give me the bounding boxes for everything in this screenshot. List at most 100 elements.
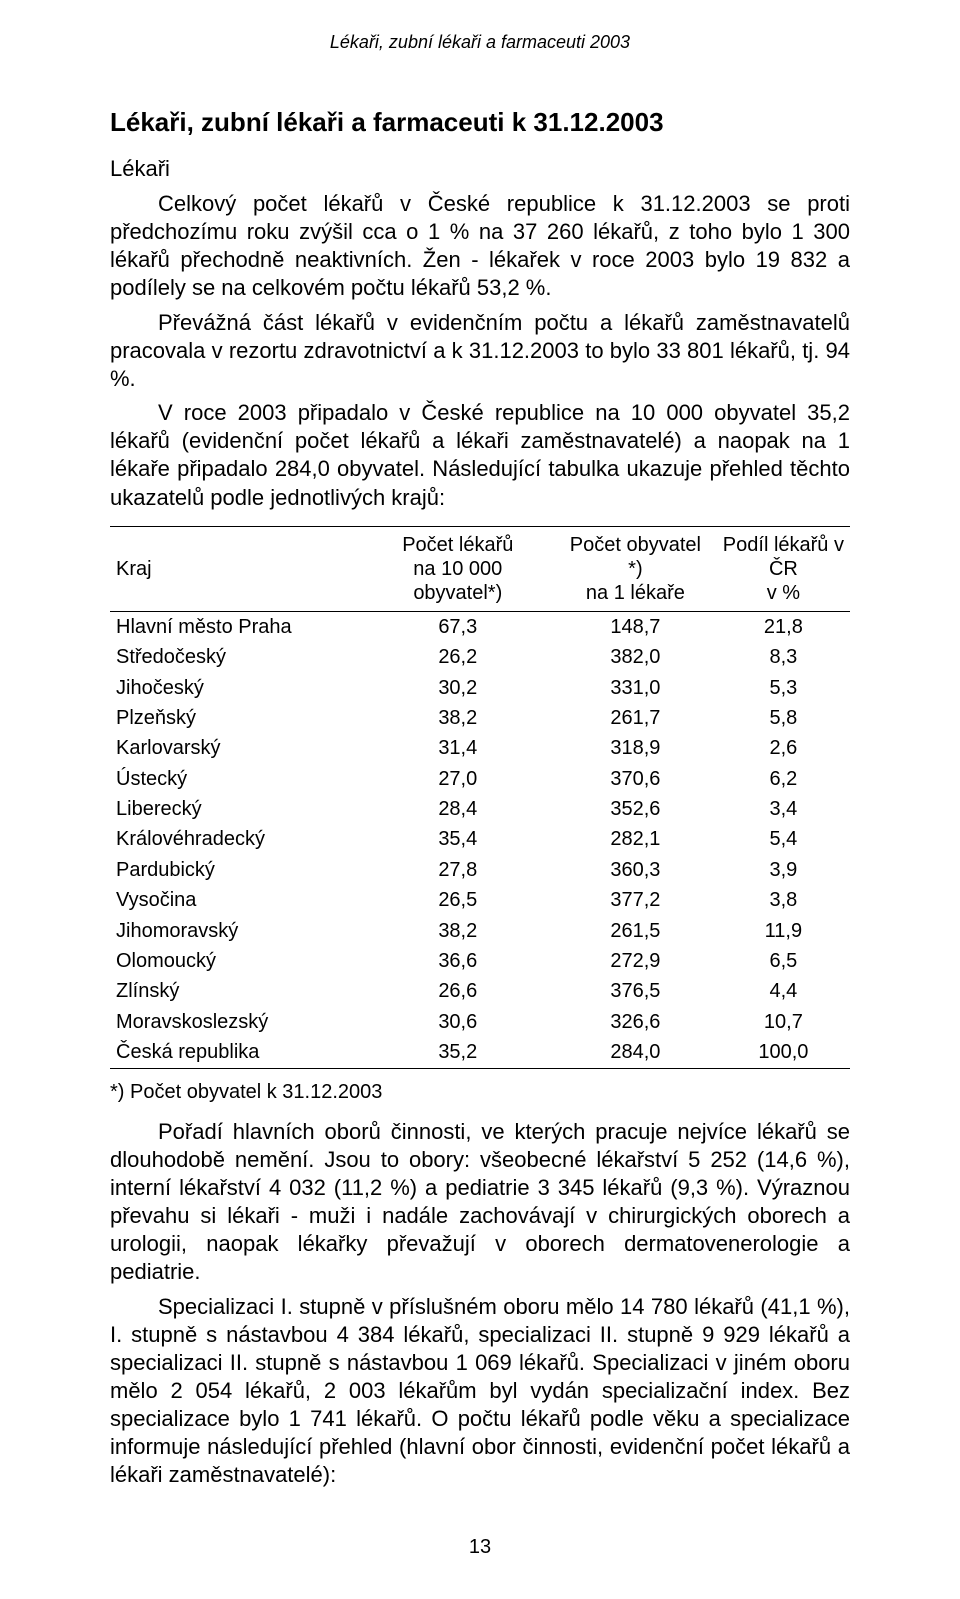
table-cell: 6,2 (717, 764, 850, 794)
table-cell: Středočeský (110, 642, 362, 672)
table-cell: 326,6 (554, 1007, 717, 1037)
paragraph-5: Specializaci I. stupně v příslušném obor… (110, 1293, 850, 1490)
table-cell: 370,6 (554, 764, 717, 794)
table-cell: Pardubický (110, 855, 362, 885)
column-header-line1: Kraj (116, 557, 356, 581)
column-header-line2: na 10 000 obyvatel*) (368, 557, 548, 605)
table-cell: 5,3 (717, 673, 850, 703)
column-header-line1: Počet lékařů (368, 533, 548, 557)
table-cell: 36,6 (362, 946, 554, 976)
table-cell: 4,4 (717, 976, 850, 1006)
table-row: Moravskoslezský30,6326,610,7 (110, 1007, 850, 1037)
table-cell: Moravskoslezský (110, 1007, 362, 1037)
table-row: Karlovarský31,4318,92,6 (110, 733, 850, 763)
table-cell: Jihomoravský (110, 916, 362, 946)
table-row: Olomoucký36,6272,96,5 (110, 946, 850, 976)
table-cell: 2,6 (717, 733, 850, 763)
table-header: KrajPočet lékařůna 10 000 obyvatel*)Poče… (110, 526, 850, 611)
table-cell: 27,8 (362, 855, 554, 885)
table-row: Jihomoravský38,2261,511,9 (110, 916, 850, 946)
table-cell: 331,0 (554, 673, 717, 703)
table-cell: 352,6 (554, 794, 717, 824)
table-cell: 26,5 (362, 885, 554, 915)
table-cell: 261,7 (554, 703, 717, 733)
table-cell: 3,9 (717, 855, 850, 885)
table-cell: 30,2 (362, 673, 554, 703)
table-row: Vysočina26,5377,23,8 (110, 885, 850, 915)
table-cell: 38,2 (362, 916, 554, 946)
column-header-line1: Počet obyvatel *) (560, 533, 711, 581)
paragraph-1: Celkový počet lékařů v České republice k… (110, 190, 850, 303)
column-header-line1: Podíl lékařů v ČR (723, 533, 844, 581)
column-header-line2: na 1 lékaře (560, 581, 711, 605)
table-row: Liberecký28,4352,63,4 (110, 794, 850, 824)
table-column-header: Počet obyvatel *)na 1 lékaře (554, 526, 717, 611)
table-cell: 382,0 (554, 642, 717, 672)
paragraph-2: Převážná část lékařů v evidenčním počtu … (110, 309, 850, 393)
paragraph-3: V roce 2003 připadalo v České republice … (110, 399, 850, 512)
paragraph-4: Pořadí hlavních oborů činnosti, ve který… (110, 1118, 850, 1287)
table-cell: Zlínský (110, 976, 362, 1006)
table-row: Jihočeský30,2331,05,3 (110, 673, 850, 703)
table-row: Česká republika35,2284,0100,0 (110, 1037, 850, 1068)
table-cell: 38,2 (362, 703, 554, 733)
section-label: Lékaři (110, 156, 850, 182)
table-cell: 26,2 (362, 642, 554, 672)
table-cell: 21,8 (717, 611, 850, 642)
table-cell: 318,9 (554, 733, 717, 763)
table-cell: 6,5 (717, 946, 850, 976)
table-cell: Česká republika (110, 1037, 362, 1068)
page-number: 13 (110, 1536, 850, 1559)
table-cell: 376,5 (554, 976, 717, 1006)
table-cell: 11,9 (717, 916, 850, 946)
table-cell: 26,6 (362, 976, 554, 1006)
table-column-header: Počet lékařůna 10 000 obyvatel*) (362, 526, 554, 611)
table-cell: 35,2 (362, 1037, 554, 1068)
table-cell: 30,6 (362, 1007, 554, 1037)
table-cell: Plzeňský (110, 703, 362, 733)
table-cell: 5,4 (717, 824, 850, 854)
table-row: Zlínský26,6376,54,4 (110, 976, 850, 1006)
table-row: Ústecký27,0370,66,2 (110, 764, 850, 794)
table-row: Středočeský26,2382,08,3 (110, 642, 850, 672)
table-cell: Karlovarský (110, 733, 362, 763)
table-cell: Ústecký (110, 764, 362, 794)
table-cell: 284,0 (554, 1037, 717, 1068)
table-cell: 67,3 (362, 611, 554, 642)
table-footnote: *) Počet obyvatel k 31.12.2003 (110, 1081, 850, 1104)
table-row: Plzeňský38,2261,75,8 (110, 703, 850, 733)
regions-table: KrajPočet lékařůna 10 000 obyvatel*)Poče… (110, 526, 850, 1069)
page-title: Lékaři, zubní lékaři a farmaceuti k 31.1… (110, 107, 850, 138)
table-cell: Královéhradecký (110, 824, 362, 854)
table-cell: 148,7 (554, 611, 717, 642)
table-cell: Olomoucký (110, 946, 362, 976)
table-cell: 31,4 (362, 733, 554, 763)
table-body: Hlavní město Praha67,3148,721,8Středočes… (110, 611, 850, 1068)
column-header-line2: v % (723, 581, 844, 605)
table-cell: 28,4 (362, 794, 554, 824)
table-cell: Liberecký (110, 794, 362, 824)
table-cell: 100,0 (717, 1037, 850, 1068)
table-cell: 282,1 (554, 824, 717, 854)
table-row: Královéhradecký35,4282,15,4 (110, 824, 850, 854)
document-page: Lékaři, zubní lékaři a farmaceuti 2003 L… (0, 0, 960, 1599)
table-cell: 5,8 (717, 703, 850, 733)
table-cell: 35,4 (362, 824, 554, 854)
table-cell: 377,2 (554, 885, 717, 915)
table-column-header: Kraj (110, 526, 362, 611)
table-cell: Jihočeský (110, 673, 362, 703)
table-cell: 272,9 (554, 946, 717, 976)
table-cell: 261,5 (554, 916, 717, 946)
running-head: Lékaři, zubní lékaři a farmaceuti 2003 (110, 32, 850, 53)
table-row: Hlavní město Praha67,3148,721,8 (110, 611, 850, 642)
table-cell: Hlavní město Praha (110, 611, 362, 642)
table-column-header: Podíl lékařů v ČRv % (717, 526, 850, 611)
table-cell: 27,0 (362, 764, 554, 794)
table-cell: Vysočina (110, 885, 362, 915)
table-cell: 360,3 (554, 855, 717, 885)
table-cell: 3,8 (717, 885, 850, 915)
table-cell: 3,4 (717, 794, 850, 824)
table-cell: 10,7 (717, 1007, 850, 1037)
table-row: Pardubický27,8360,33,9 (110, 855, 850, 885)
table-cell: 8,3 (717, 642, 850, 672)
